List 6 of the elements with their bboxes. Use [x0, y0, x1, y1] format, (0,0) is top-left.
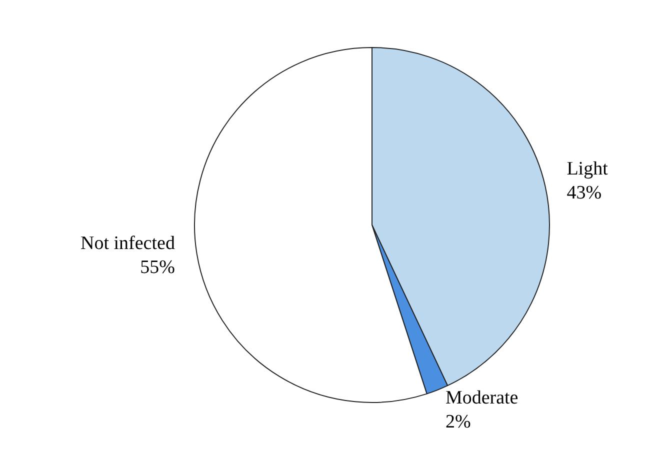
- slice-label: Light: [566, 158, 609, 180]
- data-label: 43%: [566, 182, 602, 204]
- slice-label: Not infected: [80, 233, 176, 254]
- slice-label: Moderate: [445, 387, 518, 408]
- data-label: 55%: [140, 257, 176, 278]
- data-label: 2%: [445, 411, 471, 432]
